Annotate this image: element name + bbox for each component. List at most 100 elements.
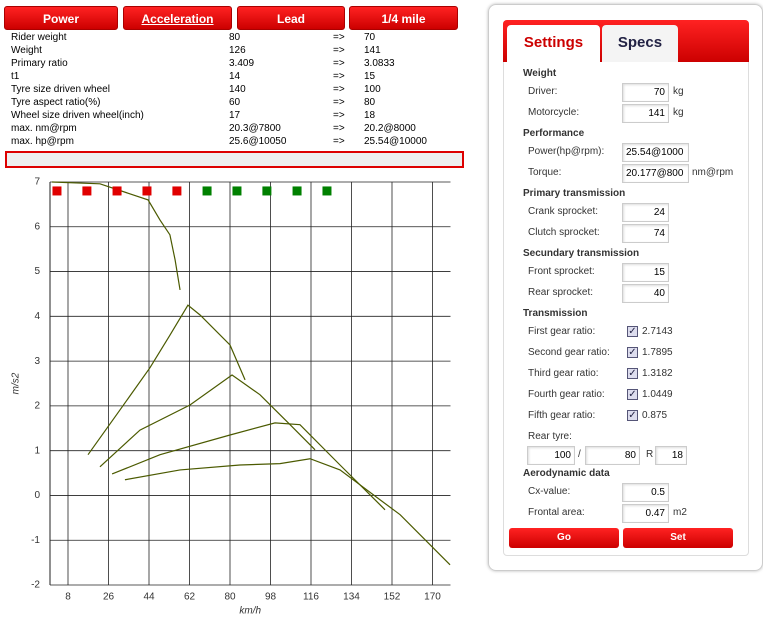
- table-cell: 70: [364, 32, 376, 43]
- action-button[interactable]: Go: [509, 528, 619, 548]
- unit: m2: [673, 507, 687, 518]
- line: [124, 458, 451, 566]
- text-input[interactable]: 20.177@800: [622, 164, 689, 183]
- checkbox[interactable]: ✓: [627, 389, 638, 400]
- table-cell: =>: [333, 71, 345, 82]
- table-cell: =>: [333, 97, 345, 108]
- field-label: Fifth gear ratio:: [528, 410, 596, 421]
- text-input[interactable]: 74: [622, 224, 669, 243]
- table-cell: 14: [229, 71, 241, 82]
- text-input[interactable]: 80: [585, 446, 640, 465]
- separator: /: [578, 449, 581, 460]
- table-cell: 20.3@7800: [229, 123, 281, 134]
- table-cell: 80: [229, 32, 241, 43]
- field-label: Crank sprocket:: [528, 206, 599, 217]
- mode-tab[interactable]: Acceleration: [123, 6, 232, 30]
- mode-tab[interactable]: Lead: [237, 6, 345, 30]
- unit: kg: [673, 107, 684, 118]
- y-tick-label: 0: [34, 490, 40, 501]
- table-cell: 3.0833: [364, 58, 395, 69]
- gear-ratio: 1.0449: [642, 389, 673, 400]
- text-input[interactable]: 15: [622, 263, 669, 282]
- shift-marker: [262, 186, 272, 196]
- table-cell: t1: [11, 71, 20, 82]
- field-label: Third gear ratio:: [528, 368, 599, 379]
- table-cell: Rider weight: [11, 32, 67, 43]
- shift-marker: [112, 186, 122, 196]
- table-cell: 60: [229, 97, 241, 108]
- section-title: Transmission: [523, 308, 588, 319]
- table-cell: Wheel size driven wheel(inch): [11, 110, 144, 121]
- field-label: Fourth gear ratio:: [528, 389, 605, 400]
- table-cell: 140: [229, 84, 246, 95]
- y-tick-label: -2: [31, 580, 40, 591]
- text-input[interactable]: 0.5: [622, 483, 669, 502]
- table-cell: 18: [364, 110, 376, 121]
- table-cell: 80: [364, 97, 376, 108]
- table-cell: 100: [364, 84, 381, 95]
- x-tick-label: 8: [65, 592, 71, 603]
- line: [87, 304, 246, 456]
- y-tick-label: 3: [34, 356, 40, 367]
- y-tick-label: 6: [34, 221, 40, 232]
- field-label: Motorcycle:: [528, 107, 580, 118]
- field-label: First gear ratio:: [528, 326, 596, 337]
- gear-ratio: 2.7143: [642, 326, 673, 337]
- field-label: Power(hp@rpm):: [528, 146, 605, 157]
- checkbox[interactable]: ✓: [627, 368, 638, 379]
- field-label: Second gear ratio:: [528, 347, 610, 358]
- gear-ratio: 0.875: [642, 410, 668, 421]
- x-tick-label: 152: [384, 592, 401, 603]
- text-input[interactable]: 18: [655, 446, 687, 465]
- table-cell: Tyre size driven wheel: [11, 84, 110, 95]
- x-tick-label: 170: [424, 592, 441, 603]
- text-input[interactable]: 100: [527, 446, 575, 465]
- table-cell: =>: [333, 110, 345, 121]
- x-tick-label: 98: [265, 592, 277, 603]
- settings-tab[interactable]: Specs: [602, 25, 678, 62]
- text-input[interactable]: 70: [622, 83, 669, 102]
- gear-ratio: 1.3182: [642, 368, 673, 379]
- field-label: Frontal area:: [528, 507, 585, 518]
- line: [99, 374, 316, 468]
- x-tick-label: 44: [143, 592, 155, 603]
- unit: nm@rpm: [692, 167, 734, 178]
- table-cell: =>: [333, 136, 345, 147]
- unit: kg: [673, 86, 684, 97]
- chart: -2 -1 0 1 2 3 4 5 6 7 8 26 44 62 80 98 116 134 152 170 km/h m…: [11, 177, 451, 617]
- mode-tab[interactable]: 1/4 mile: [349, 6, 458, 30]
- text-input[interactable]: 141: [622, 104, 669, 123]
- checkbox[interactable]: ✓: [627, 326, 638, 337]
- checkbox[interactable]: ✓: [627, 410, 638, 421]
- checkbox[interactable]: ✓: [627, 347, 638, 358]
- section-title: Performance: [523, 128, 585, 139]
- text-input[interactable]: 24: [622, 203, 669, 222]
- shift-marker: [52, 186, 62, 196]
- y-tick-label: 5: [34, 266, 40, 277]
- line: [52, 181, 181, 291]
- field-label: Front sprocket:: [528, 266, 595, 277]
- section-title: Secundary transmission: [523, 248, 640, 259]
- table-cell: =>: [333, 32, 345, 43]
- y-tick-label: 4: [34, 311, 40, 322]
- table-cell: 141: [364, 45, 381, 56]
- y-tick-label: -1: [31, 535, 40, 546]
- table-cell: =>: [333, 84, 345, 95]
- line: [111, 422, 386, 511]
- text-input[interactable]: 0.47: [622, 504, 669, 523]
- x-tick-label: 134: [343, 592, 360, 603]
- y-tick-label: 2: [34, 401, 40, 412]
- text-input[interactable]: 25.54@1000: [622, 143, 689, 162]
- field-label: Rear tyre:: [528, 431, 572, 442]
- settings-tab[interactable]: Settings: [507, 25, 600, 62]
- text-input[interactable]: 40: [622, 284, 669, 303]
- mode-tab[interactable]: Power: [4, 6, 118, 30]
- action-button[interactable]: Set: [623, 528, 733, 548]
- field-label: Torque:: [528, 167, 562, 178]
- x-tick-label: 116: [303, 592, 319, 603]
- x-tick-label: 26: [103, 592, 115, 603]
- field-label: Driver:: [528, 86, 558, 97]
- table-cell: max. hp@rpm: [11, 136, 74, 147]
- field-label: Cx-value:: [528, 486, 571, 497]
- table-cell: Weight: [11, 45, 42, 56]
